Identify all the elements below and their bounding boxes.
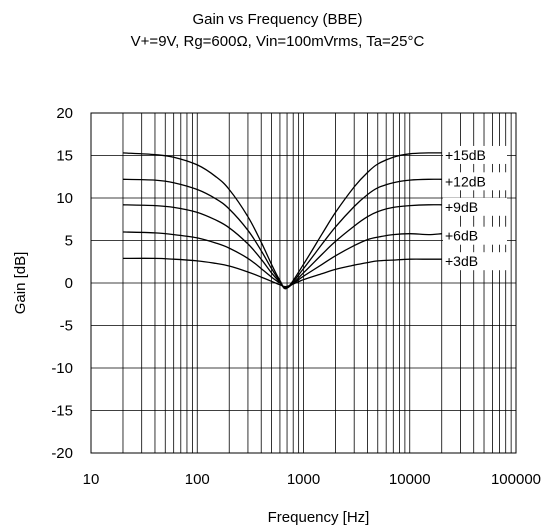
series-label-bg (443, 172, 507, 191)
grid-lines (91, 113, 516, 453)
y-tick-label: 15 (56, 148, 73, 165)
chart-subtitle: V+=9V, Rg=600Ω, Vin=100mVrms, Ta=25°C (130, 33, 425, 50)
x-tick-label: 10 (83, 471, 100, 488)
x-tick-label: 10000 (389, 471, 431, 488)
series-line (122, 231, 442, 289)
series-line (122, 204, 442, 290)
series-label-bg (443, 226, 507, 245)
plot-frame (90, 112, 517, 454)
series-label: +12dB (445, 173, 486, 189)
series-line (122, 257, 442, 288)
series-label: +9dB (445, 199, 478, 215)
series-label-bg (443, 197, 507, 216)
series-curves (122, 152, 442, 290)
x-tick-label: 1000 (287, 471, 320, 488)
series-label: +15dB (445, 147, 486, 163)
y-tick-label: -5 (60, 318, 73, 335)
series-line (122, 152, 442, 290)
x-axis-label: Frequency [Hz] (268, 509, 370, 526)
y-axis-label: Gain [dB] (12, 252, 29, 315)
y-tick-label: 0 (65, 275, 73, 292)
series-label-bg (443, 252, 507, 271)
y-tick-labels: 20 15 10 5 0 -5 -10 -15 -20 (51, 105, 73, 462)
x-tick-label: 100 (185, 471, 210, 488)
series-label: +3dB (445, 253, 478, 269)
series-labels: +15dB +12dB +9dB +6dB +3dB (443, 145, 507, 271)
x-tick-labels: 10 100 1000 10000 100000 (83, 471, 541, 488)
y-tick-label: 10 (56, 190, 73, 207)
series-label: +6dB (445, 228, 478, 244)
y-tick-label: -15 (51, 403, 73, 420)
chart-title: Gain vs Frequency (BBE) (192, 11, 363, 28)
y-tick-label: -10 (51, 360, 73, 377)
y-tick-label: 20 (56, 105, 73, 122)
y-tick-label: -20 (51, 445, 73, 462)
y-tick-label: 5 (65, 233, 73, 250)
x-tick-label: 100000 (491, 471, 541, 488)
series-label-bg (443, 145, 507, 164)
